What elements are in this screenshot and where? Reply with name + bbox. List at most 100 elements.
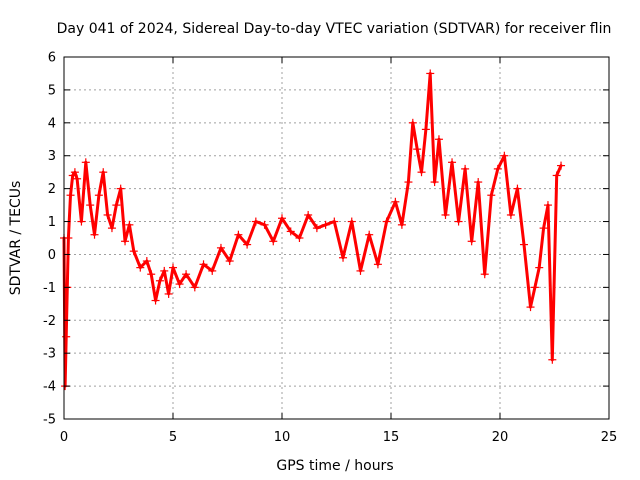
data-point (461, 164, 470, 173)
data-point (125, 220, 134, 229)
axis-ticks: 0 5 10 15 20 25 -5 -4 -3 -2 -1 0 1 2 3 4 5 6 (43, 51, 617, 446)
data-point (506, 210, 515, 219)
data-point (513, 184, 522, 193)
series-trace (62, 72, 563, 388)
data-point (116, 184, 125, 193)
data-point (243, 240, 252, 249)
data-point (535, 263, 544, 272)
x-tick-label: 10 (274, 430, 291, 445)
y-tick-label: -1 (43, 281, 56, 296)
data-point (480, 270, 489, 279)
data-point (493, 164, 502, 173)
data-point (81, 158, 90, 167)
x-axis-label: GPS time / hours (276, 458, 393, 474)
data-point (539, 224, 548, 233)
data-point (321, 220, 330, 229)
data-point (421, 125, 430, 134)
data-point (234, 230, 243, 239)
data-point (182, 270, 191, 279)
data-point (295, 234, 304, 242)
x-tick-label: 5 (169, 430, 177, 445)
data-point (155, 276, 164, 285)
data-point (373, 260, 382, 269)
y-tick-label: -5 (43, 413, 56, 428)
data-marks (60, 69, 566, 391)
data-point (408, 118, 417, 127)
data-point (487, 191, 496, 200)
data-point (474, 178, 483, 187)
data-point (129, 247, 138, 256)
x-tick-label: 20 (492, 430, 509, 445)
data-point (519, 240, 528, 249)
x-tick-label: 0 (60, 430, 68, 445)
data-point (73, 174, 82, 183)
y-tick-label: 5 (48, 83, 56, 98)
data-point (347, 217, 356, 226)
data-point (216, 243, 225, 252)
data-point (304, 210, 313, 219)
data-point (103, 210, 112, 219)
data-point (365, 230, 374, 239)
data-point (356, 266, 365, 275)
data-point (169, 263, 177, 272)
data-point (543, 201, 552, 210)
plot-frame (63, 56, 610, 420)
data-point (552, 171, 561, 180)
y-tick-label: 1 (48, 215, 56, 230)
data-point (160, 266, 169, 275)
data-point (199, 260, 208, 269)
x-tick-label: 25 (601, 430, 618, 445)
data-point (112, 201, 121, 210)
data-point (86, 201, 95, 210)
data-point (286, 227, 295, 236)
data-point (404, 178, 413, 187)
data-point (312, 224, 321, 233)
data-point (77, 217, 86, 226)
data-point (70, 168, 79, 177)
data-point (142, 257, 151, 266)
data-point (225, 257, 234, 266)
data-point (500, 151, 509, 160)
data-point (454, 217, 463, 226)
y-tick-label: 6 (48, 51, 56, 66)
data-point (339, 253, 348, 262)
data-point (121, 237, 130, 246)
data-point (136, 263, 145, 272)
data-point (175, 280, 184, 289)
data-point (66, 191, 75, 200)
data-point (269, 237, 278, 246)
data-point (397, 220, 406, 229)
y-tick-label: -2 (43, 314, 56, 329)
data-point (190, 283, 199, 292)
data-point (467, 237, 476, 246)
y-tick-label: 2 (48, 182, 56, 197)
y-tick-label: 3 (48, 149, 56, 164)
data-point (530, 283, 539, 292)
data-point (557, 161, 566, 170)
data-point (448, 158, 457, 167)
data-point (64, 234, 73, 242)
data-point (426, 69, 435, 78)
data-point (99, 168, 108, 177)
y-tick-label: 0 (48, 248, 56, 263)
data-point (147, 270, 156, 279)
data-point (278, 214, 286, 223)
data-point (164, 289, 173, 298)
chart-title: Day 041 of 2024, Sidereal Day-to-day VTE… (57, 21, 612, 37)
y-axis-label: SDTVAR / TECUs (8, 181, 24, 296)
data-point (430, 178, 439, 187)
data-point (90, 230, 99, 239)
data-point (382, 217, 391, 226)
data-point (441, 210, 450, 219)
data-point (94, 191, 103, 200)
data-point (391, 197, 400, 206)
data-point (260, 220, 269, 229)
y-tick-label: -3 (43, 347, 56, 362)
x-tick-label: 15 (383, 430, 400, 445)
data-point (417, 168, 426, 177)
y-tick-label: 4 (48, 116, 56, 131)
y-tick-label: -4 (43, 380, 56, 395)
data-point (251, 217, 260, 226)
data-point (413, 145, 422, 154)
